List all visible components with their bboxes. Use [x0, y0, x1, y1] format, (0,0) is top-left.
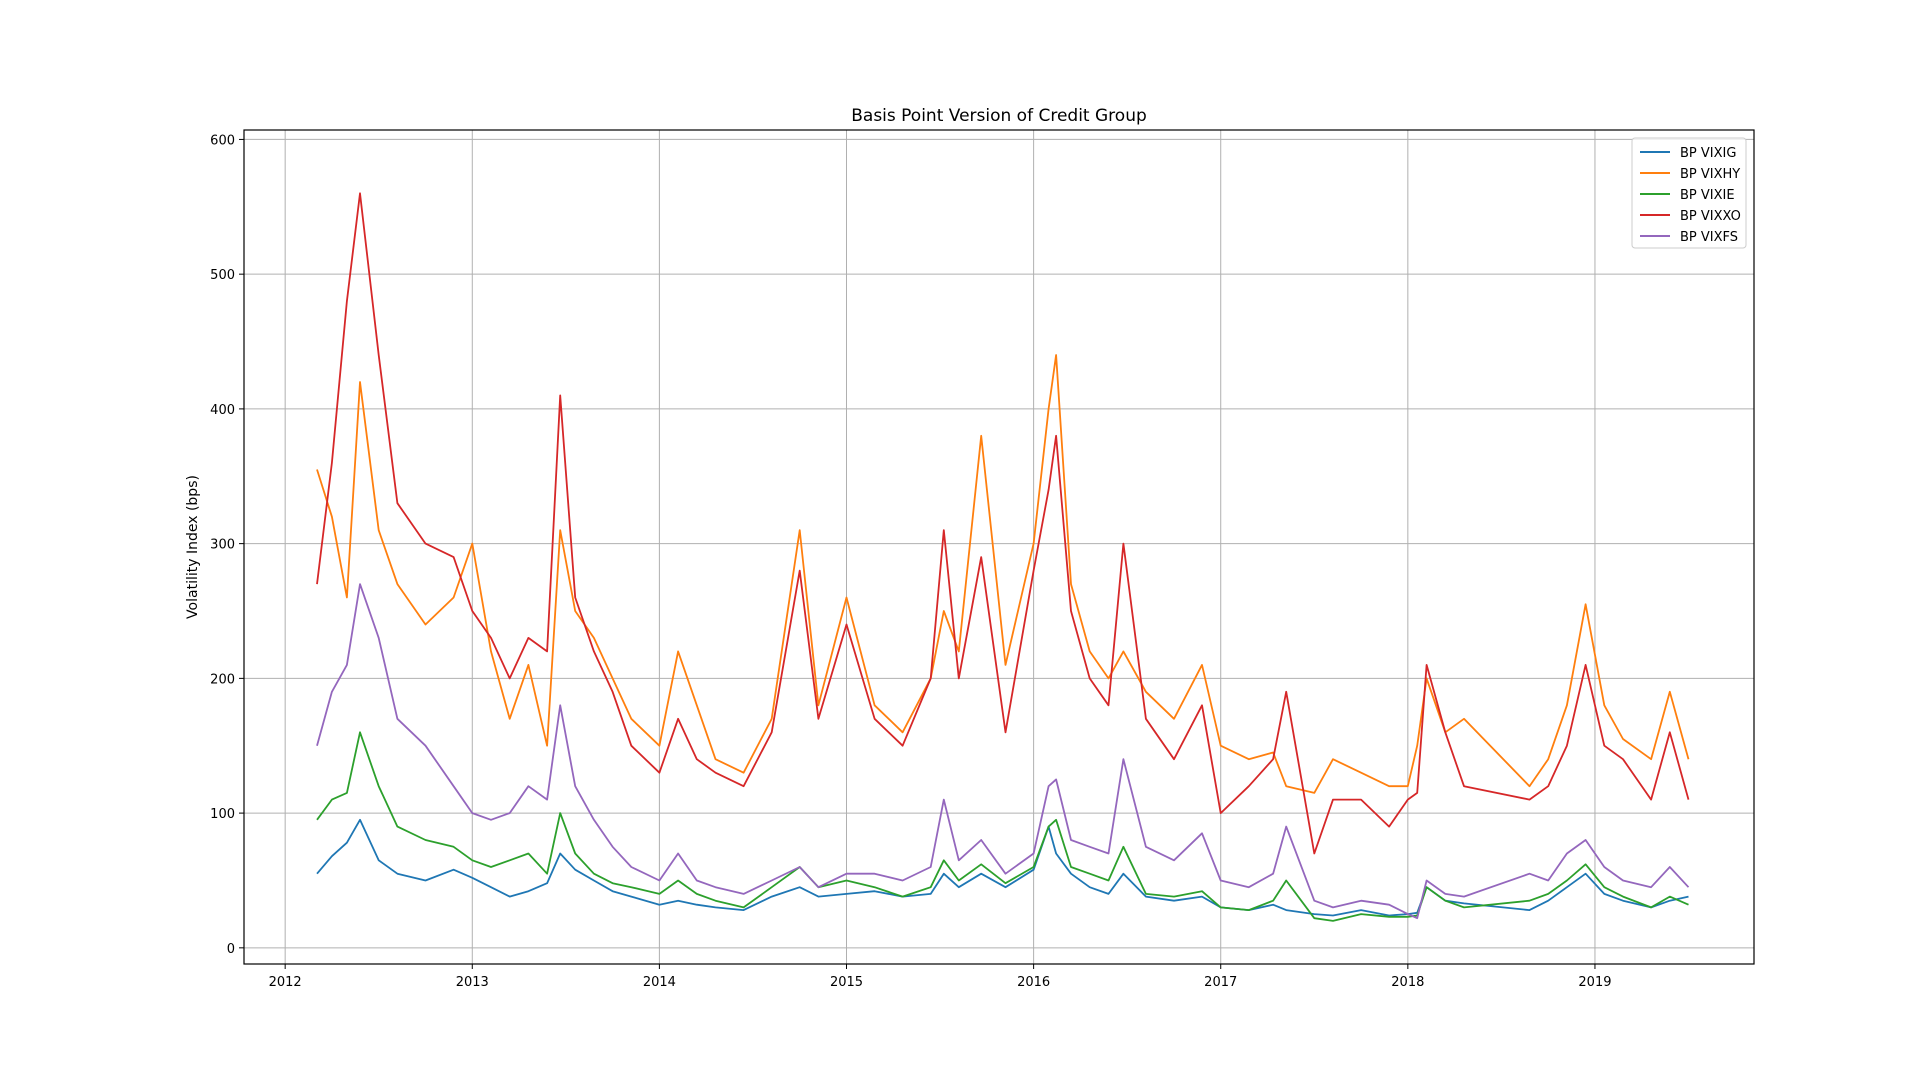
y-tick-label: 600	[210, 133, 235, 148]
x-axis: 2012 2013 2014 2015 2016 2017 2018 2019	[269, 964, 1612, 990]
x-tick-label: 2013	[456, 975, 489, 990]
x-tick-label: 2017	[1204, 975, 1237, 990]
grid-lines	[244, 130, 1754, 964]
y-tick-label: 400	[210, 403, 235, 418]
series-lines	[316, 192, 1690, 922]
y-tick-label: 0	[227, 942, 235, 957]
x-tick-label: 2018	[1391, 975, 1424, 990]
y-axis: 0 100 200 300 400 500 600	[210, 133, 244, 957]
legend-label: BP VIXFS	[1680, 230, 1738, 245]
x-tick-label: 2015	[830, 975, 863, 990]
plot-frame	[243, 129, 1755, 965]
x-tick-label: 2014	[643, 975, 676, 990]
y-tick-label: 200	[210, 672, 235, 687]
x-tick-label: 2012	[269, 975, 302, 990]
y-axis-title: Volatility Index (bps)	[185, 475, 201, 619]
legend-label: BP VIXHY	[1680, 167, 1740, 182]
series-line-bp-vixxo	[316, 192, 1690, 855]
legend-label: BP VIXIE	[1680, 188, 1735, 203]
series-line-bp-vixhy	[316, 354, 1690, 794]
x-tick-label: 2019	[1578, 975, 1611, 990]
legend-label: BP VIXIG	[1680, 146, 1736, 161]
y-tick-label: 500	[210, 268, 235, 283]
chart-title: Basis Point Version of Credit Group	[851, 106, 1147, 126]
legend: BP VIXIG BP VIXHY BP VIXIE BP VIXXO BP VIXFS	[1631, 137, 1747, 249]
legend-label: BP VIXXO	[1680, 209, 1741, 224]
series-line-bp-vixie	[316, 731, 1689, 922]
series-line-bp-vixfs	[316, 583, 1690, 920]
x-tick-label: 2016	[1017, 975, 1050, 990]
y-tick-label: 100	[210, 807, 235, 822]
legend-box	[1631, 137, 1747, 249]
y-tick-label: 300	[210, 538, 235, 553]
